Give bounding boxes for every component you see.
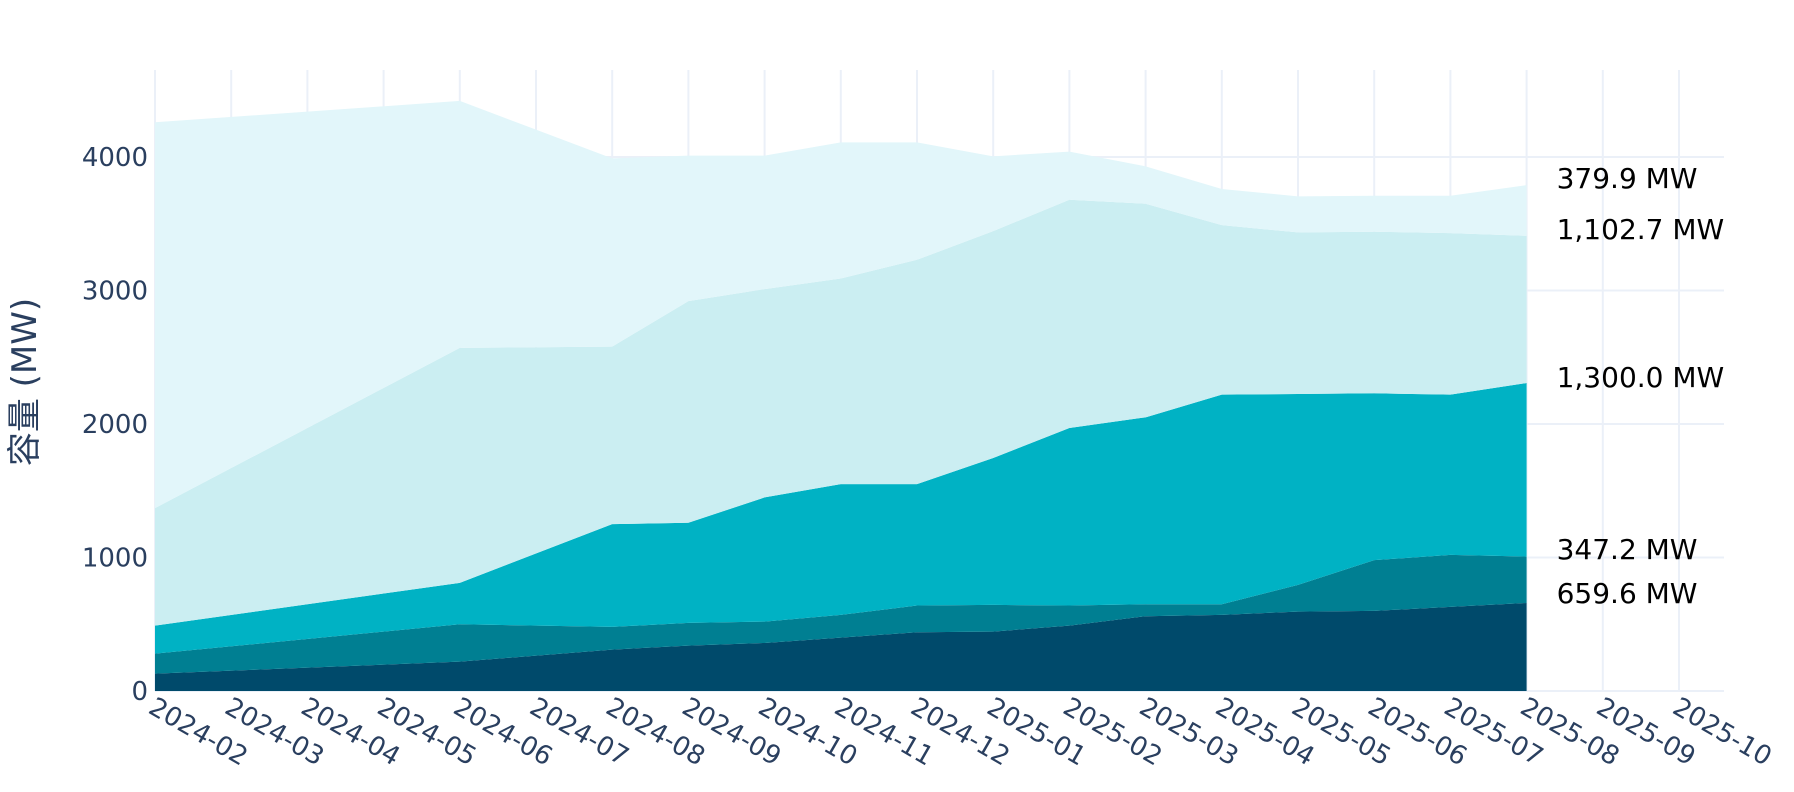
area-series-2 — [155, 554, 1527, 674]
area-series-5 — [155, 100, 1527, 509]
end-value-label: 1,300.0 MW — [1557, 361, 1725, 394]
end-value-label: 659.6 MW — [1557, 577, 1698, 610]
y-tick-label: 2000 — [82, 410, 148, 440]
area-series-1 — [155, 602, 1527, 691]
y-axis-title: 容量 (MW) — [5, 298, 45, 466]
area-series-4 — [155, 199, 1527, 626]
end-value-label: 1,102.7 MW — [1557, 213, 1725, 246]
y-tick-label: 0 — [131, 677, 148, 707]
end-value-label: 379.9 MW — [1557, 162, 1698, 195]
y-tick-label: 3000 — [82, 277, 148, 307]
y-tick-label: 4000 — [82, 143, 148, 173]
area-series-3 — [155, 383, 1527, 654]
y-tick-label: 1000 — [82, 544, 148, 574]
end-value-label: 347.2 MW — [1557, 533, 1698, 566]
